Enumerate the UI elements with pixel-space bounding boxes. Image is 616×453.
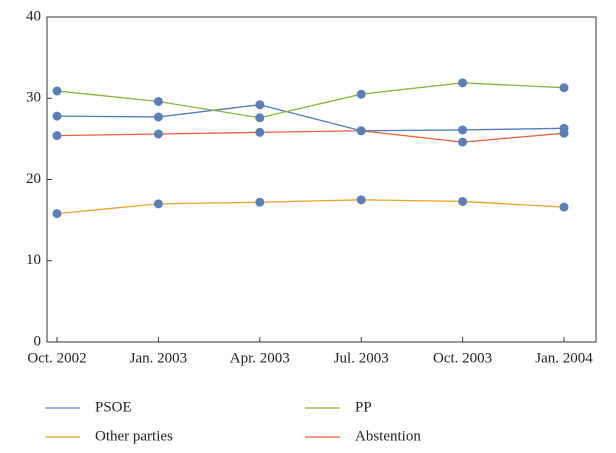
data-point xyxy=(356,126,366,136)
data-point xyxy=(52,209,62,219)
series-line xyxy=(56,104,565,132)
data-point xyxy=(559,202,569,212)
x-tick-label: Jan. 2003 xyxy=(130,350,188,366)
data-point xyxy=(356,89,366,99)
data-point xyxy=(153,97,163,106)
data-point xyxy=(52,131,62,141)
data-point xyxy=(153,199,163,209)
data-point xyxy=(458,78,468,88)
data-point xyxy=(153,112,163,122)
data-point xyxy=(255,127,265,137)
x-tick-label: Oct. 2003 xyxy=(433,350,492,366)
data-point xyxy=(255,197,265,207)
legend-label: Other parties xyxy=(95,428,173,444)
series-line xyxy=(56,82,565,119)
data-point xyxy=(255,113,265,123)
series-line xyxy=(56,199,565,215)
x-tick-label: Jan. 2004 xyxy=(535,350,593,366)
x-tick-label: Oct. 2002 xyxy=(27,350,86,366)
legend-label: PP xyxy=(355,399,372,415)
legend-label: Abstention xyxy=(355,428,421,444)
data-point xyxy=(52,86,62,96)
y-tick-label: 10 xyxy=(26,252,41,268)
data-point xyxy=(255,100,265,110)
y-tick-label: 0 xyxy=(34,333,42,349)
data-point xyxy=(356,195,366,205)
x-tick-label: Apr. 2003 xyxy=(230,350,290,366)
y-tick-label: 30 xyxy=(26,90,41,106)
data-point xyxy=(559,83,569,93)
plot-frame xyxy=(46,16,597,343)
data-point xyxy=(52,111,62,121)
y-tick-label: 20 xyxy=(26,171,41,187)
legend-label: PSOE xyxy=(95,399,132,415)
data-point xyxy=(458,125,468,135)
data-point xyxy=(559,128,569,138)
data-point xyxy=(458,137,468,147)
y-tick-label: 40 xyxy=(26,8,41,24)
data-point xyxy=(153,129,163,139)
data-point xyxy=(458,196,468,206)
series-line xyxy=(56,130,565,143)
x-tick-label: Jul. 2003 xyxy=(334,350,389,366)
